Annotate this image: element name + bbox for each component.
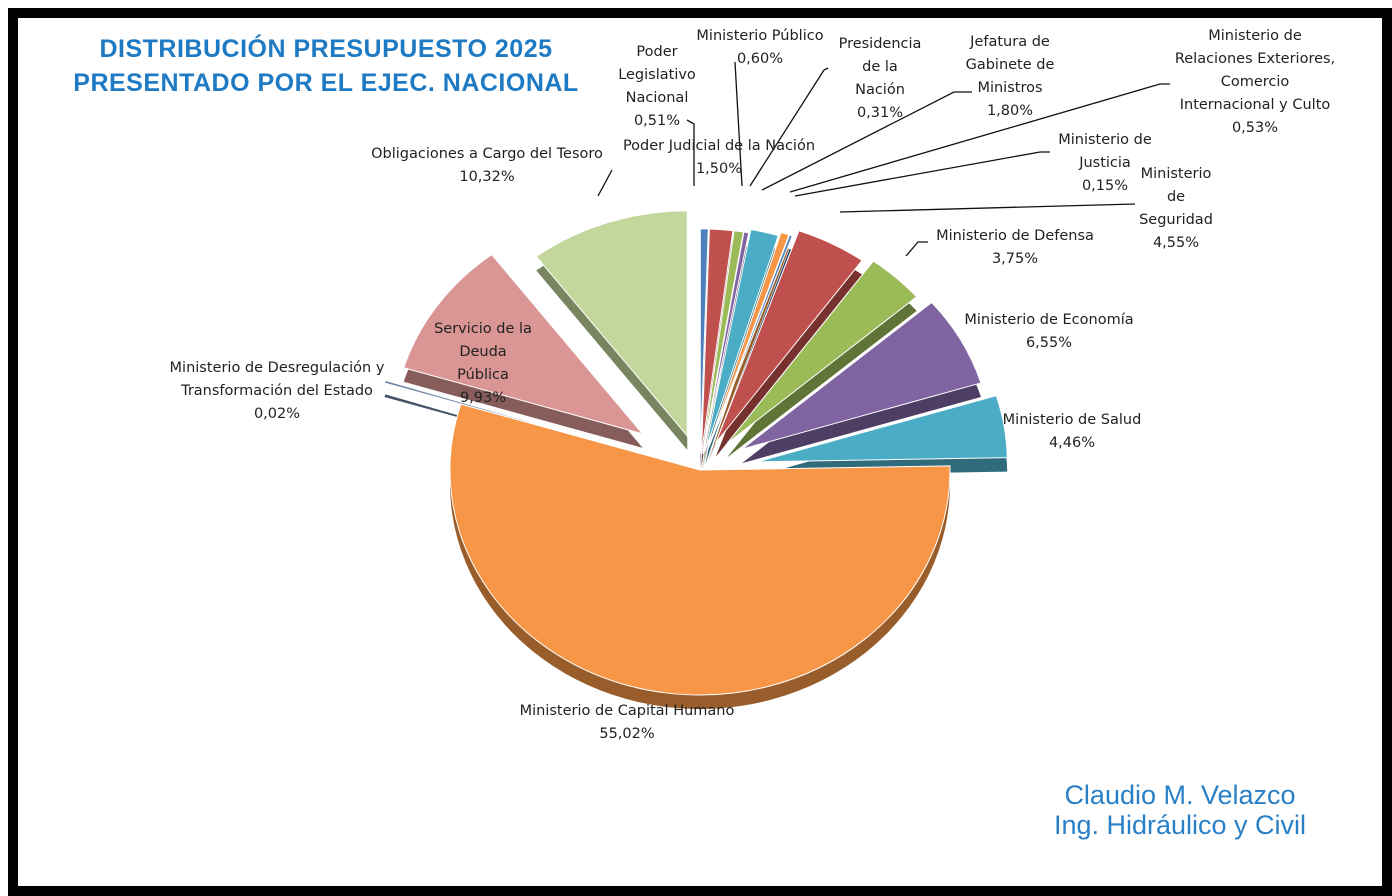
slice-label: Ministerio de Defensa 3,75%	[936, 228, 1094, 267]
slice-name-label: de	[1167, 189, 1185, 205]
chart-title-line1: DISTRIBUCIÓN PRESUPUESTO 2025	[99, 35, 553, 63]
leader-line	[789, 83, 1170, 193]
author-name: Claudio M. Velazco	[1064, 780, 1296, 810]
slice-name-label: Seguridad	[1139, 212, 1213, 228]
pie-slice	[707, 231, 790, 448]
slice-name-label: Relaciones Exteriores,	[1175, 51, 1335, 67]
slice-name-label: Ministerio de Desregulación y	[170, 360, 385, 376]
slice-name-label: Ministerio Público	[696, 28, 823, 44]
slice-value-label: 3,75%	[992, 251, 1038, 267]
slice-name-label: Ministerio de Salud	[1003, 412, 1142, 428]
pie-slice	[726, 260, 918, 444]
slice-name-label: Ministerio de	[1058, 132, 1152, 148]
slice-value-label: 0,51%	[634, 113, 680, 129]
slice-name-label: Ministerio de Defensa	[936, 228, 1094, 244]
slice-labels: Poder Legislativo Nacional 0,51% Poder Judic…	[170, 28, 1336, 742]
pie-slice	[383, 379, 624, 450]
slice-name-label: Nación	[855, 82, 905, 98]
slice-name-label: Nacional	[626, 90, 689, 106]
slice-label: Obligaciones a Cargo del Tesoro 10,32%	[371, 146, 603, 185]
chart-title: DISTRIBUCIÓN PRESUPUESTO 2025 PRESENTADO…	[36, 32, 616, 100]
slice-value-label: 1,80%	[987, 103, 1033, 119]
pie-slice	[700, 228, 734, 454]
slice-value-label: 0,53%	[1232, 120, 1278, 136]
slice-label: Ministerio de Salud 4,46%	[1003, 412, 1142, 451]
pie-slice	[741, 301, 982, 450]
slice-name-label: Legislativo	[618, 67, 696, 83]
slice-label: Presidencia de la Nación 0,31%	[839, 36, 922, 121]
slice-value-label: 0,02%	[254, 406, 300, 422]
slice-label: Ministerio Público 0,60%	[696, 28, 823, 67]
slice-value-label: 0,60%	[737, 51, 783, 67]
pie-slice	[757, 395, 1008, 463]
slice-name-label: Ministerio de Economía	[964, 312, 1133, 328]
pie-slice	[449, 403, 951, 696]
slice-name-label: de la	[862, 59, 898, 75]
leader-line	[761, 91, 972, 191]
slice-name-label: Gabinete de	[966, 57, 1055, 73]
slice-value-label: 9,93%	[460, 390, 506, 406]
slice-label: Jefatura de Gabinete de Ministros 1,80%	[966, 34, 1055, 119]
slice-label: Ministerio de Desregulación y Transformac…	[170, 360, 385, 422]
slice-value-label: 10,32%	[459, 169, 514, 185]
leader-line	[839, 203, 1136, 213]
leader-line	[734, 61, 743, 187]
slice-name-label: Transformación del Estado	[180, 383, 373, 399]
slice-value-label: 0,15%	[1082, 178, 1128, 194]
slice-name-label: Ministerio de Capital Humano	[520, 703, 735, 719]
slice-name-label: Ministros	[977, 80, 1042, 96]
slice-value-label: 1,50%	[696, 161, 742, 177]
leader-line	[794, 151, 1050, 197]
pie-slice	[403, 253, 645, 435]
leader-lines	[597, 61, 1170, 257]
slice-name-label: Pública	[457, 367, 509, 383]
pie-slice	[702, 230, 745, 455]
slice-value-label: 4,55%	[1153, 235, 1199, 251]
pie-slice	[702, 231, 750, 455]
pie-slice	[708, 234, 794, 449]
slice-name-label: Internacional y Culto	[1180, 97, 1331, 113]
slice-name-label: Comercio	[1221, 74, 1290, 90]
slice-name-label: Poder Judicial de la Nación	[623, 138, 815, 154]
slice-name-label: Ministerio de	[1208, 28, 1302, 44]
slice-name-label: Presidencia	[839, 36, 922, 52]
pie-slice	[715, 230, 863, 444]
pie-slice	[699, 228, 709, 454]
slice-label: Ministerio de Seguridad 4,55%	[1139, 166, 1213, 251]
author-signature: Claudio M. Velazco Ing. Hidráulico y Civ…	[1030, 780, 1330, 840]
slice-name-label: Servicio de la	[434, 321, 532, 337]
leader-line	[749, 67, 829, 187]
slice-label: Poder Legislativo Nacional 0,51%	[618, 44, 696, 129]
pie-slice-depth	[708, 246, 789, 462]
leader-line	[905, 241, 928, 257]
slice-name-label: Poder	[636, 44, 677, 60]
slice-value-label: 55,02%	[599, 726, 654, 742]
slice-name-label: Justicia	[1078, 155, 1131, 171]
slice-name-label: Deuda	[459, 344, 506, 360]
slice-label: Ministerio de Capital Humano 55,02%	[520, 703, 735, 742]
slice-label: Poder Judicial de la Nación 1,50%	[623, 138, 815, 177]
leader-line	[597, 169, 613, 197]
leader-line	[686, 119, 695, 186]
slice-value-label: 6,55%	[1026, 335, 1072, 351]
slice-name-label: Ministerio	[1141, 166, 1212, 182]
slice-label: Ministerio de Justicia 0,15%	[1058, 132, 1152, 194]
slice-name-label: Jefatura de	[969, 34, 1050, 50]
slice-value-label: 0,31%	[857, 105, 903, 121]
slice-name-label: Obligaciones a Cargo del Tesoro	[371, 146, 603, 162]
slice-label: Servicio de la Deuda Pública 9,93%	[434, 321, 532, 406]
slice-label: Ministerio de Relaciones Exteriores, Comer…	[1175, 28, 1335, 136]
pie-slice	[535, 210, 688, 438]
pie-slice	[704, 228, 779, 451]
author-profession: Ing. Hidráulico y Civil	[1053, 810, 1307, 840]
slice-label: Ministerio de Economía 6,55%	[964, 312, 1133, 351]
pie-slices	[383, 210, 1008, 696]
slice-value-label: 4,46%	[1049, 435, 1095, 451]
chart-title-line2: PRESENTADO POR EL EJEC. NACIONAL	[73, 69, 579, 97]
